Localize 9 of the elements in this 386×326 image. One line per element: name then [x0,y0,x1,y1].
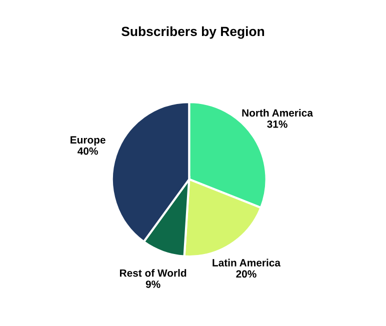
data-label: 40% [78,147,98,155]
slice-label: Rest of World [120,269,186,277]
data-label: 9% [146,280,160,288]
data-label: 20% [236,270,256,278]
slice-label: North America [242,108,314,117]
slice-label: Europe [70,136,106,146]
slice-label: Latin America [212,258,281,266]
chart-title: Subscribers by Region [122,26,264,39]
data-label: 31% [267,120,288,128]
